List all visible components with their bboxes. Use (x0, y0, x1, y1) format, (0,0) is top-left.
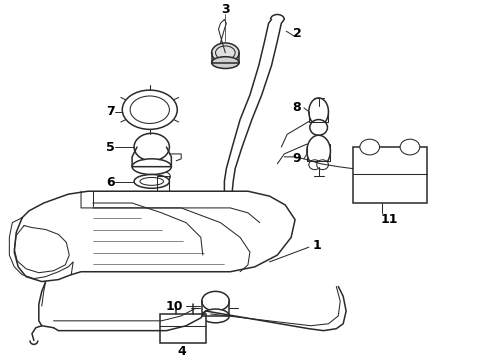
Text: 11: 11 (381, 213, 398, 226)
Text: 8: 8 (293, 101, 301, 114)
Bar (160, 314, 206, 343)
Ellipse shape (134, 133, 170, 161)
Ellipse shape (360, 139, 380, 155)
Ellipse shape (400, 139, 420, 155)
Text: 1: 1 (312, 239, 321, 252)
Text: 10: 10 (166, 300, 183, 312)
Ellipse shape (309, 160, 320, 170)
Text: 5: 5 (106, 140, 115, 154)
Ellipse shape (132, 159, 172, 175)
Ellipse shape (122, 90, 177, 129)
Ellipse shape (212, 43, 239, 63)
Text: 4: 4 (178, 345, 187, 358)
Ellipse shape (307, 135, 330, 167)
Ellipse shape (134, 175, 170, 188)
Ellipse shape (309, 98, 328, 125)
Ellipse shape (212, 57, 239, 68)
Ellipse shape (317, 160, 328, 170)
Text: 2: 2 (293, 27, 301, 40)
Text: 9: 9 (293, 152, 301, 165)
Ellipse shape (202, 309, 229, 323)
Bar (353, 147, 427, 203)
Text: 6: 6 (106, 176, 115, 189)
Ellipse shape (202, 291, 229, 311)
Text: 3: 3 (221, 3, 230, 16)
Text: 7: 7 (106, 105, 115, 118)
Ellipse shape (310, 120, 327, 135)
